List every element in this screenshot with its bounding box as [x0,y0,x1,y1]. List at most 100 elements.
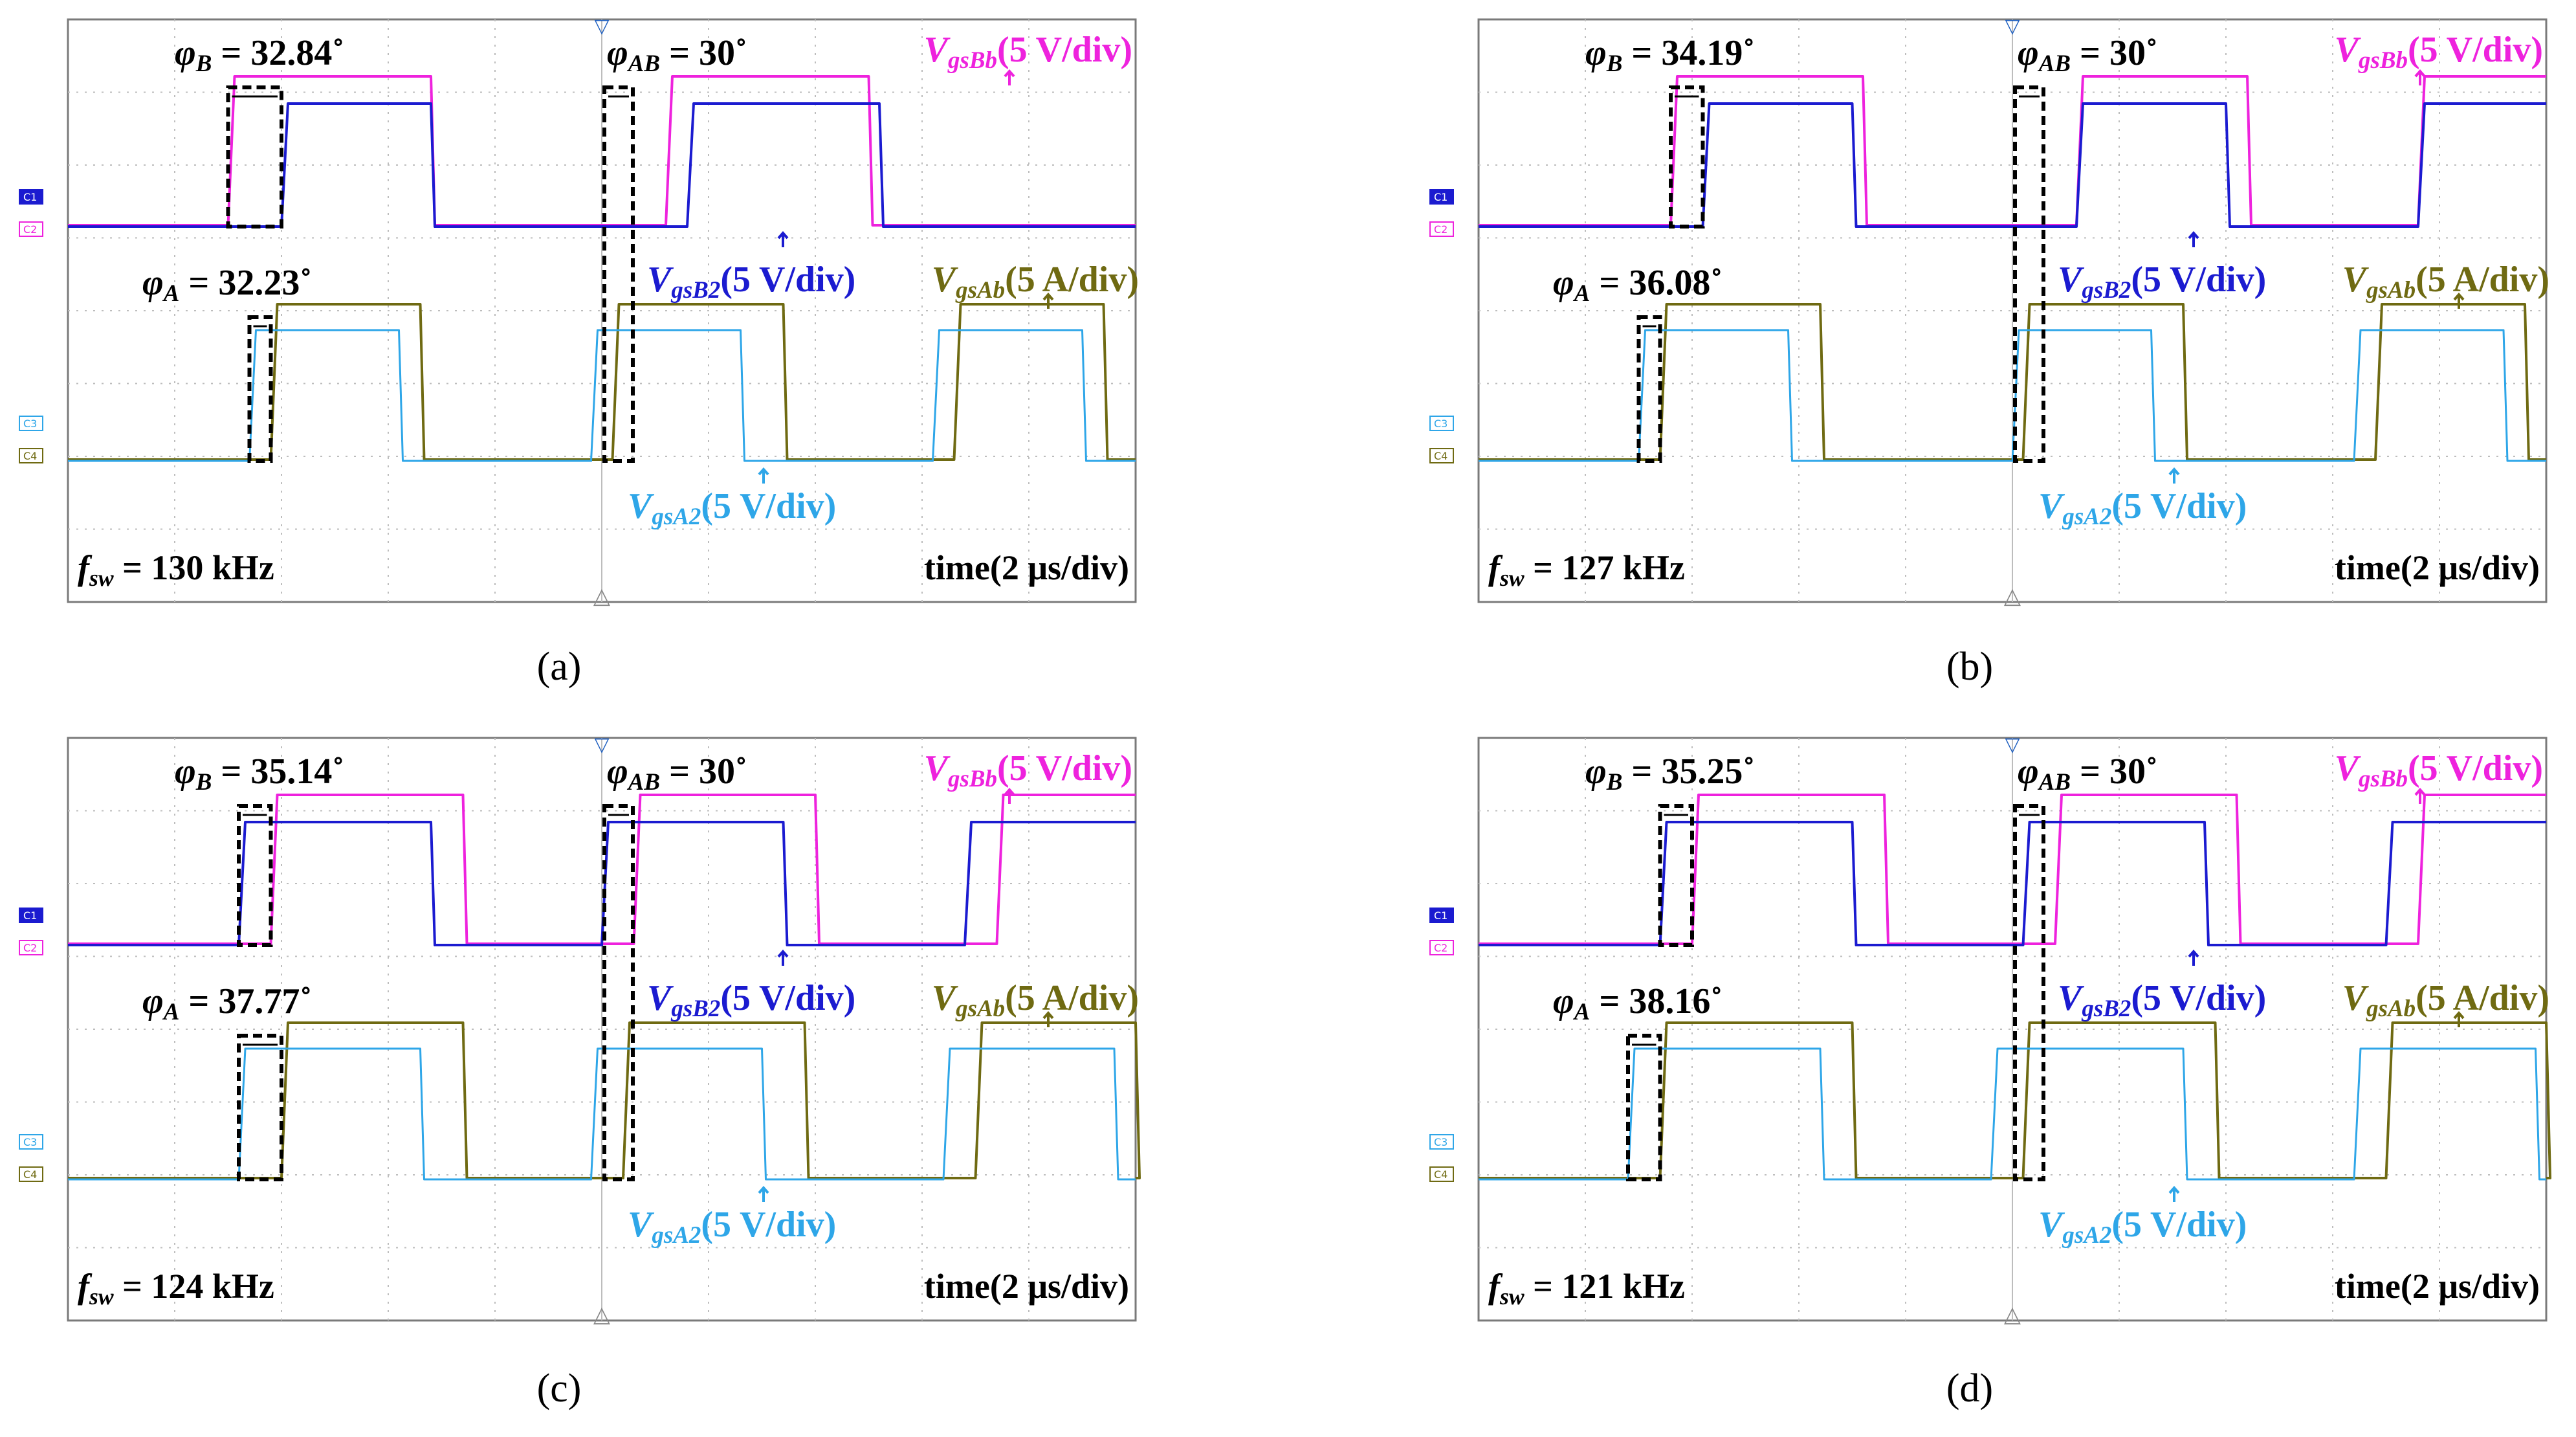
label-phi-B-d: φB = 35.25˚ [1585,752,1755,795]
label-VgsA2-c: VgsA2(5 V/div) [628,1205,836,1248]
time-marker-bottom-a: △ [593,583,611,609]
caption-d: (d) [1946,1366,1994,1410]
waveform-VgsAb-d [1479,1021,2551,1179]
label-fsw-c: fsw = 124 kHz [78,1267,274,1309]
label-VgsB2-a: VgsB2(5 V/div) [647,260,855,303]
time-marker-bottom-c: △ [593,1302,611,1328]
label-phi-AB-c: φAB = 30˚ [607,752,747,795]
pointer-VgsBb-c [1004,787,1015,804]
oscillogram-d: ▽ △ C1 C2 C3 C4 φB = 35.25˚ φAB = 30˚ φA = 38.16… [1429,733,2551,1328]
waveform-VgsAb-b [1479,303,2546,461]
pointer-VgsA2-b [2168,467,2180,484]
channel-tag-c-1: C2 [23,942,37,954]
phase-box-phiA-b [1636,315,1662,463]
channel-tag-box-d-1 [1429,940,1454,955]
trigger-marker-top-a: ▽ [594,15,609,38]
label-fsw-d: fsw = 121 kHz [1488,1267,1685,1309]
channel-tag-a-2: C3 [23,418,37,430]
pointer-VgsAb-a [1042,292,1054,309]
pointer-VgsAb-b [2453,292,2465,309]
waveform-VgsB2-b [1479,102,2546,228]
caption-a: (a) [536,645,582,689]
label-time-a: time(2 μs/div) [924,548,1129,587]
waveform-VgsA2-a [68,329,1136,462]
channel-tag-b-2: C3 [1434,418,1448,430]
waveform-VgsA2-d [1479,1047,2546,1181]
pointer-VgsBb-b [2414,69,2426,85]
waveform-VgsB2-a [68,102,1136,228]
label-VgsAb-d: VgsAb(5 A/div) [2342,978,2549,1021]
label-phi-AB-d: φAB = 30˚ [2018,752,2158,795]
panel-b: ▽ △ C1 C2 C3 C4 φB = 34.19˚ φAB = 30˚ φA = 36.08… [1429,0,2549,689]
channel-tag-c-2: C3 [23,1136,37,1148]
label-VgsAb-a: VgsAb(5 A/div) [932,260,1139,303]
oscillogram-c: ▽ △ C1 C2 C3 C4 φB = 35.14˚ φAB = 30˚ φA = 37.77… [19,733,1141,1328]
label-phi-B-c: φB = 35.14˚ [175,752,344,795]
label-phi-B-a: φB = 32.84˚ [175,33,344,76]
channel-tag-b-0: C1 [1434,191,1448,203]
channel-tag-a-1: C2 [23,223,37,236]
channel-tag-box-a-0 [19,189,43,205]
oscillogram-a: ▽ △ C1 C2 C3 C4 φB = 32.84˚ φAB = 30˚ φA = 32.23… [19,15,1139,609]
label-phi-A-b: φA = 36.08˚ [1553,263,1723,306]
waveform-VgsAb-c [68,1021,1141,1179]
pointer-VgsAb-d [2453,1010,2465,1027]
caption-c: (c) [536,1366,582,1410]
panel-a: ▽ △ C1 C2 C3 C4 φB = 32.84˚ φAB = 30˚ φA = 32.23… [19,0,1139,689]
panel-d: ▽ △ C1 C2 C3 C4 φB = 35.25˚ φAB = 30˚ φA = 38.16… [1429,718,2551,1410]
channel-tag-box-b-2 [1429,416,1454,431]
channel-tag-box-a-2 [19,416,43,431]
phase-box-phiA-c [237,1034,283,1181]
phase-box-phiAB-b [2013,85,2045,463]
channel-tag-box-b-1 [1429,221,1454,237]
channel-tag-c-0: C1 [23,909,37,922]
pointer-VgsB2-a [777,230,789,247]
phase-box-phiB-d [1658,804,1694,947]
channel-tag-d-0: C1 [1434,909,1448,922]
phase-box-phiB-b [1669,85,1705,228]
channel-tag-d-2: C3 [1434,1136,1448,1148]
channel-tag-d-1: C2 [1434,942,1448,954]
label-VgsB2-d: VgsB2(5 V/div) [2058,978,2266,1021]
waveform-VgsA2-c [68,1047,1136,1181]
pointer-VgsA2-c [758,1185,769,1202]
label-fsw-a: fsw = 130 kHz [78,548,274,591]
pointer-VgsB2-d [2188,949,2199,966]
trigger-marker-top-d: ▽ [2005,733,2020,756]
oscillogram-b: ▽ △ C1 C2 C3 C4 φB = 34.19˚ φAB = 30˚ φA = 36.08… [1429,15,2549,609]
channel-tag-box-b-0 [1429,189,1454,205]
label-phi-A-d: φA = 38.16˚ [1553,981,1723,1025]
label-VgsB2-c: VgsB2(5 V/div) [647,978,855,1021]
label-VgsB2-b: VgsB2(5 V/div) [2058,260,2266,303]
channel-tag-b-1: C2 [1434,223,1448,236]
phase-box-phiA-a [247,315,273,463]
waveform-VgsBb-d [1479,794,2546,945]
label-VgsA2-a: VgsA2(5 V/div) [628,486,836,529]
channel-tag-box-c-2 [19,1134,43,1150]
channel-tag-box-a-3 [19,448,43,463]
pointer-VgsB2-c [777,949,789,966]
label-VgsA2-d: VgsA2(5 V/div) [2038,1205,2247,1248]
panel-c: ▽ △ C1 C2 C3 C4 φB = 35.14˚ φAB = 30˚ φA = 37.77… [19,718,1141,1410]
channel-tag-box-b-3 [1429,448,1454,463]
label-time-c: time(2 μs/div) [924,1267,1129,1306]
label-VgsBb-b: VgsBb(5 V/div) [2335,30,2543,73]
label-VgsBb-c: VgsBb(5 V/div) [924,748,1132,792]
pointer-VgsAb-c [1042,1010,1054,1027]
label-time-b: time(2 μs/div) [2335,548,2540,587]
label-phi-AB-a: φAB = 30˚ [607,33,747,76]
pointer-VgsBb-a [1004,69,1015,85]
label-phi-B-b: φB = 34.19˚ [1585,33,1755,76]
channel-tag-c-3: C4 [23,1168,37,1181]
label-VgsBb-d: VgsBb(5 V/div) [2335,748,2543,792]
waveform-VgsB2-d [1479,821,2546,946]
channel-tag-box-d-0 [1429,908,1454,923]
channel-tag-box-c-1 [19,940,43,955]
caption-b: (b) [1946,645,1994,689]
label-time-d: time(2 μs/div) [2335,1267,2540,1306]
trigger-marker-top-b: ▽ [2005,15,2020,38]
phase-box-phiAB-a [602,85,635,463]
label-phi-A-c: φA = 37.77˚ [142,981,312,1025]
channel-tag-box-c-0 [19,908,43,923]
channel-tag-box-d-3 [1429,1166,1454,1182]
